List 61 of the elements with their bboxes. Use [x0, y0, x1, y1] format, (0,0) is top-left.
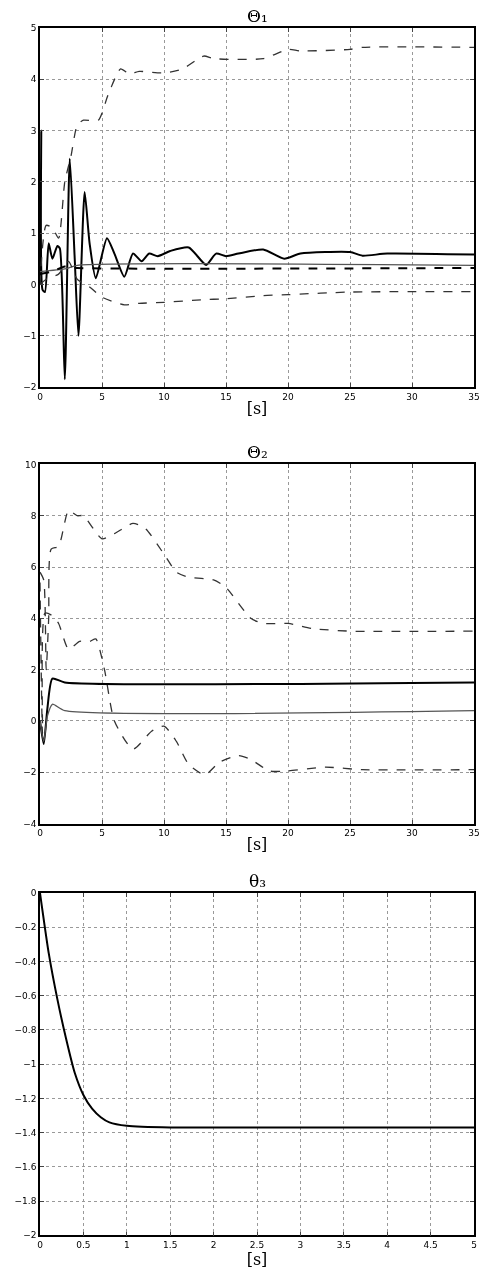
y-tick-label: −1 [23, 330, 37, 341]
y-tick-label: −2 [23, 767, 37, 778]
x-axis-title: [s] [246, 835, 268, 855]
x-tick-label: 5 [99, 391, 105, 402]
x-tick-label: 35 [468, 391, 480, 402]
y-tick-label: −1.2 [14, 1093, 37, 1104]
y-tick-label: 4 [30, 613, 37, 624]
x-tick-label: 3.5 [336, 1239, 351, 1250]
x-tick-label: 30 [406, 391, 418, 402]
line-series [40, 703, 474, 743]
y-tick-label: 2 [30, 664, 37, 675]
y-tick-label: 6 [30, 562, 37, 573]
x-tick-label: 2.5 [249, 1239, 265, 1250]
x-tick-label: 0 [37, 1239, 44, 1250]
x-tick-label: 5 [99, 828, 105, 839]
y-tick-label: 0 [30, 279, 37, 290]
x-tick-label: 1 [123, 1239, 130, 1250]
y-tick-label: −0.6 [14, 990, 37, 1001]
x-axis-title: [s] [246, 398, 268, 418]
y-tick-label: −0.2 [14, 922, 37, 933]
chart-title: θ₃ [249, 871, 267, 891]
y-tick-label: 2 [30, 176, 37, 187]
y-tick-label: −1.6 [14, 1162, 37, 1173]
y-tick-label: 3 [30, 125, 37, 136]
x-tick-label: 3 [297, 1239, 304, 1250]
y-tick-label: −4 [23, 818, 37, 829]
x-axis-title: [s] [246, 1249, 268, 1269]
chart-title: Θ₁ [247, 6, 268, 26]
x-tick-label: 0 [37, 828, 44, 839]
y-tick-label: −2 [23, 1230, 37, 1241]
y-tick-label: −1.4 [14, 1127, 37, 1138]
y-tick-label: −0.8 [14, 1025, 37, 1036]
y-tick-label: 4 [30, 74, 37, 85]
x-tick-label: 15 [220, 828, 232, 839]
x-tick-label: 10 [158, 391, 170, 402]
x-tick-label: 10 [158, 828, 170, 839]
y-tick-label: 1 [30, 228, 37, 239]
y-tick-label: 0 [30, 888, 37, 899]
chart-title: Θ₂ [247, 442, 268, 462]
y-tick-label: 0 [30, 716, 37, 727]
y-tick-label: 8 [30, 510, 37, 521]
x-tick-label: 2 [210, 1239, 217, 1250]
x-tick-label: 4 [384, 1239, 391, 1250]
x-tick-label: 20 [282, 391, 294, 402]
y-tick-label: −1.8 [14, 1196, 37, 1207]
y-tick-label: 10 [25, 459, 37, 470]
y-tick-label: −1 [23, 1059, 37, 1070]
x-tick-label: 35 [468, 828, 480, 839]
x-tick-label: 4.5 [423, 1239, 438, 1250]
x-tick-label: 30 [406, 828, 418, 839]
y-tick-label: 5 [30, 22, 37, 33]
y-tick-label: −0.4 [14, 956, 37, 967]
x-tick-label: 25 [344, 828, 356, 839]
y-tick-label: −2 [23, 382, 37, 393]
x-tick-label: 25 [344, 391, 356, 402]
x-tick-label: 0 [37, 391, 44, 402]
x-tick-label: 20 [282, 828, 294, 839]
x-tick-label: 1.5 [163, 1239, 178, 1250]
x-tick-label: 5 [471, 1239, 477, 1250]
x-tick-label: 15 [220, 391, 232, 402]
x-tick-label: 0.5 [76, 1239, 91, 1250]
